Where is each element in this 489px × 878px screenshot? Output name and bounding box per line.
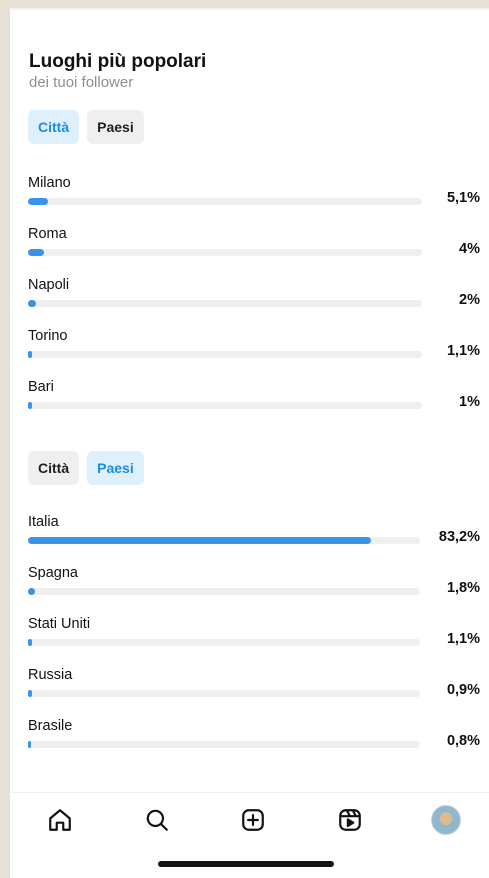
country-bar-track	[28, 690, 420, 697]
home-icon[interactable]	[45, 805, 75, 835]
country-name: Russia	[28, 667, 73, 683]
country-row: Russia 0,9%	[28, 667, 480, 701]
country-bar-track	[28, 639, 420, 646]
city-name: Bari	[28, 379, 54, 395]
home-indicator	[158, 861, 334, 867]
audience-locations-panel: Luoghi più popolari dei tuoi follower Ci…	[10, 8, 489, 878]
country-percentage: 0,9%	[446, 682, 480, 698]
city-bar-track	[28, 402, 422, 409]
country-percentage: 83,2%	[438, 529, 480, 545]
country-row: Brasile 0,8%	[28, 718, 480, 752]
country-bar-fill	[28, 639, 33, 646]
tab-cities[interactable]: Città	[28, 451, 80, 485]
city-row: Napoli 2%	[28, 277, 480, 311]
city-bar-fill	[28, 249, 44, 256]
city-bar-track	[28, 351, 422, 358]
city-percentage: 5,1%	[446, 190, 480, 206]
reels-icon[interactable]	[335, 805, 365, 835]
city-bar-track	[28, 300, 422, 307]
country-name: Spagna	[28, 565, 78, 581]
tab-cities[interactable]: Città	[28, 110, 80, 144]
city-row: Milano 5,1%	[28, 175, 480, 209]
city-percentage: 1,1%	[446, 343, 480, 359]
city-name: Torino	[28, 328, 68, 344]
country-bar-track	[28, 741, 420, 748]
country-bar-track	[28, 588, 420, 595]
city-row: Bari 1%	[28, 379, 480, 413]
top-divider	[10, 8, 489, 10]
bottom-nav-bar	[10, 792, 489, 848]
create-icon[interactable]	[238, 805, 268, 835]
country-percentage: 0,8%	[446, 733, 480, 749]
city-bar-fill	[28, 351, 33, 358]
country-percentage: 1,1%	[446, 631, 480, 647]
city-bar-track	[28, 249, 422, 256]
country-percentage: 1,8%	[446, 580, 480, 596]
city-percentage: 1%	[459, 394, 480, 410]
section-title: Luoghi più popolari	[29, 51, 207, 72]
city-bar-track	[28, 198, 422, 205]
country-bar-track	[28, 537, 420, 544]
avatar	[431, 805, 461, 835]
country-bar-fill	[28, 588, 36, 595]
profile-avatar[interactable]	[431, 805, 461, 835]
tab-countries[interactable]: Paesi	[87, 110, 144, 144]
search-icon[interactable]	[142, 805, 172, 835]
tab-countries[interactable]: Paesi	[87, 451, 144, 485]
city-name: Napoli	[28, 277, 70, 293]
city-bar-fill	[28, 198, 49, 205]
city-percentage: 2%	[459, 292, 480, 308]
city-row: Roma 4%	[28, 226, 480, 260]
city-row: Torino 1,1%	[28, 328, 480, 362]
country-name: Italia	[28, 514, 59, 530]
country-row: Italia 83,2%	[28, 514, 480, 548]
country-name: Brasile	[28, 718, 73, 734]
country-row: Stati Uniti 1,1%	[28, 616, 480, 650]
city-bar-fill	[28, 300, 36, 307]
country-name: Stati Uniti	[28, 616, 91, 632]
city-name: Milano	[28, 175, 71, 191]
country-bar-fill	[28, 537, 372, 544]
countries-tab-group: Città Paesi	[28, 451, 144, 485]
city-percentage: 4%	[459, 241, 480, 257]
section-subtitle: dei tuoi follower	[29, 74, 134, 91]
city-name: Roma	[28, 226, 67, 242]
city-bar-fill	[28, 402, 32, 409]
cities-tab-group: Città Paesi	[28, 110, 144, 144]
country-bar-fill	[28, 741, 32, 748]
country-bar-fill	[28, 690, 32, 697]
country-row: Spagna 1,8%	[28, 565, 480, 599]
